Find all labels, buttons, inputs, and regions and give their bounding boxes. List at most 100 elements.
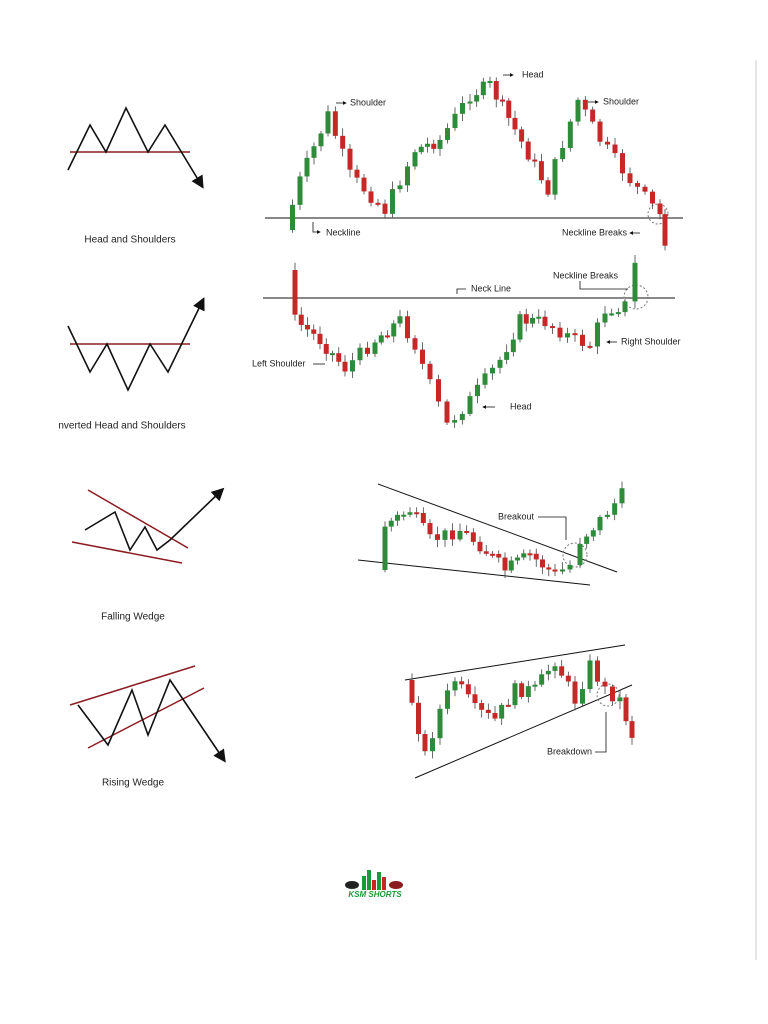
candle-body <box>532 159 538 162</box>
candle-body <box>472 694 478 704</box>
candle-body <box>340 135 346 149</box>
candle-body <box>297 176 303 205</box>
candle-body <box>475 384 480 397</box>
candle-body <box>444 401 450 423</box>
candle-body <box>292 270 298 315</box>
pattern-title: Rising Wedge <box>102 778 165 789</box>
candle-body <box>437 139 443 149</box>
candle-body <box>552 159 558 195</box>
candle-body <box>311 329 317 334</box>
candle-body <box>467 101 473 104</box>
candle-body <box>452 420 458 423</box>
candle-body <box>530 317 535 324</box>
candle-body <box>597 516 603 531</box>
candle-body <box>401 514 407 517</box>
annotation: Breakdown <box>547 746 592 756</box>
candle-body <box>323 344 329 354</box>
candle-body <box>609 313 615 316</box>
candle-body <box>580 689 585 704</box>
candle-body <box>567 121 573 148</box>
candle-body <box>627 173 633 184</box>
candle-body <box>368 191 374 203</box>
candle-body <box>523 314 529 324</box>
annotation: Shoulder <box>603 96 639 106</box>
candle-body <box>347 148 353 170</box>
candle-body <box>397 316 403 324</box>
candle-body <box>427 523 433 535</box>
candle-body <box>416 702 421 735</box>
candle-body <box>533 553 539 560</box>
annotation: Neckline <box>326 227 361 237</box>
candle-body <box>545 670 551 675</box>
candle-body <box>560 569 565 572</box>
candle-body <box>465 684 471 695</box>
candle-body <box>493 81 499 100</box>
candle-body <box>642 186 648 192</box>
candle-body <box>587 660 593 690</box>
candle-body <box>582 99 588 110</box>
candle-body <box>445 690 450 709</box>
candle-body <box>510 339 516 353</box>
candle-body <box>390 189 395 214</box>
candle-body <box>595 322 600 347</box>
candle-body <box>597 121 603 142</box>
candle-body <box>565 675 571 682</box>
candle-body <box>482 373 488 385</box>
candle-body <box>477 541 483 552</box>
candle-body <box>480 81 486 96</box>
candle-body <box>521 553 527 558</box>
candle-body <box>311 146 317 158</box>
candle-body <box>512 117 518 130</box>
candle-body <box>332 111 338 136</box>
break-circle <box>647 203 669 225</box>
candle-body <box>385 335 390 338</box>
candle-body <box>405 316 410 339</box>
candle-body <box>427 363 433 380</box>
candle-body <box>615 312 621 315</box>
icon-head-shoulders <box>67 106 204 189</box>
candle-body <box>382 526 388 570</box>
pattern-title: Head and Shoulders <box>84 235 175 246</box>
candle-body <box>662 214 668 246</box>
candle-body <box>479 703 485 710</box>
candle-body <box>567 564 573 570</box>
candle-body <box>505 704 511 707</box>
candle-body <box>538 161 544 181</box>
candle-body <box>460 103 465 114</box>
candle-body <box>502 557 508 571</box>
candle-body <box>483 551 489 554</box>
candle-body <box>474 95 480 102</box>
candle-body <box>382 203 388 214</box>
candle-body <box>580 334 585 346</box>
candle-body <box>515 557 520 561</box>
candle-body <box>519 129 525 142</box>
candle-body <box>605 141 610 145</box>
candle-body <box>622 301 628 313</box>
candle-body <box>519 683 525 697</box>
candle-body <box>565 333 570 338</box>
candle-body <box>452 113 458 129</box>
candle-body <box>290 204 295 230</box>
candle-body <box>365 347 370 354</box>
candle-body <box>575 99 581 122</box>
candle-body <box>619 488 625 504</box>
candle-body <box>492 713 498 719</box>
candle-body <box>527 553 533 556</box>
candle-body <box>457 530 463 540</box>
logo-text: KSM SHORTS <box>348 890 402 899</box>
candle-body <box>318 133 324 147</box>
candle-body <box>459 413 465 421</box>
candle-body <box>623 697 629 722</box>
candle-body <box>405 166 410 186</box>
break-circle <box>562 542 588 568</box>
candle-body <box>325 111 331 134</box>
candle-body <box>629 721 635 738</box>
candle-body <box>435 534 440 540</box>
candle-body <box>617 697 623 702</box>
candle-body <box>612 144 618 154</box>
candle-body <box>350 360 355 372</box>
annotation: Shoulder <box>350 97 386 107</box>
annotation: Left Shoulder <box>252 358 306 368</box>
candle-body <box>391 323 397 337</box>
candle-body <box>372 342 378 354</box>
